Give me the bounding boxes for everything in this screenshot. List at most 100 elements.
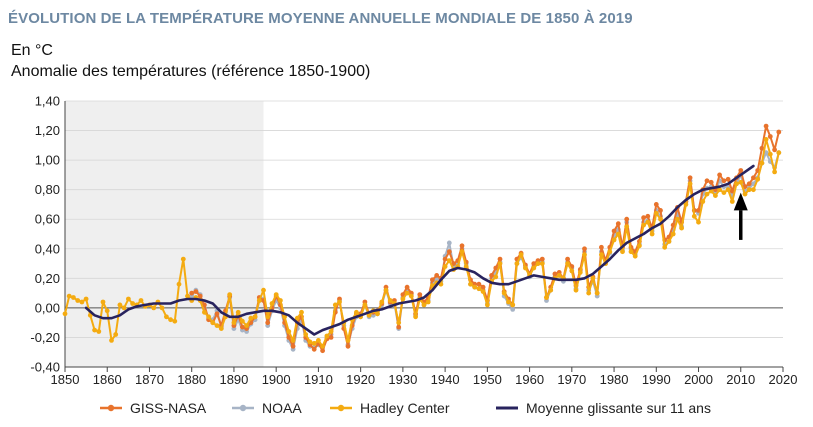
- data-point-hadley-center: [375, 311, 380, 317]
- data-point-hadley-center: [476, 286, 482, 292]
- data-point-hadley-center: [577, 270, 583, 275]
- data-point-giss-nasa: [446, 249, 452, 255]
- data-point-hadley-center: [713, 193, 718, 199]
- x-tick-label: 1890: [219, 372, 248, 387]
- data-point-hadley-center: [683, 202, 689, 207]
- data-point-hadley-center: [311, 341, 317, 346]
- data-point-hadley-center: [66, 293, 72, 299]
- data-point-hadley-center: [599, 252, 604, 258]
- data-point-hadley-center: [172, 318, 178, 324]
- data-point-hadley-center: [354, 309, 359, 315]
- data-point-hadley-center: [62, 311, 68, 317]
- data-point-hadley-center: [425, 299, 431, 305]
- data-point-hadley-center: [227, 292, 233, 297]
- data-point-hadley-center: [637, 243, 642, 249]
- legend-label: GISS-NASA: [130, 400, 207, 416]
- data-point-giss-nasa: [430, 277, 435, 283]
- data-point-hadley-center: [506, 299, 511, 305]
- data-point-giss-nasa: [531, 261, 537, 266]
- data-point-hadley-center: [117, 302, 123, 308]
- y-tick-label: 0,60: [35, 212, 60, 227]
- data-point-hadley-center: [746, 187, 752, 193]
- data-point-giss-nasa: [497, 256, 503, 262]
- x-tick-label: 1900: [262, 372, 291, 387]
- data-point-hadley-center: [721, 190, 727, 196]
- data-point-hadley-center: [442, 264, 448, 269]
- data-point-hadley-center: [159, 305, 165, 311]
- data-point-hadley-center: [725, 187, 731, 193]
- x-tick-label: 1930: [388, 372, 417, 387]
- data-point-hadley-center: [303, 332, 309, 337]
- data-point-giss-nasa: [476, 281, 482, 287]
- data-point-hadley-center: [113, 332, 119, 337]
- data-point-hadley-center: [408, 293, 414, 299]
- data-point-hadley-center: [202, 309, 207, 315]
- data-point-hadley-center: [269, 301, 275, 306]
- data-point-hadley-center: [468, 281, 473, 287]
- data-point-hadley-center: [400, 296, 406, 302]
- y-tick-label: 1,20: [35, 123, 60, 138]
- data-point-hadley-center: [615, 231, 621, 237]
- data-point-hadley-center: [691, 213, 697, 219]
- y-tick-label: 0,40: [35, 241, 60, 256]
- data-point-giss-nasa: [459, 243, 465, 249]
- data-point-giss-nasa: [776, 129, 782, 135]
- data-point-hadley-center: [620, 249, 625, 255]
- data-point-hadley-center: [413, 314, 418, 320]
- data-point-hadley-center: [320, 343, 325, 349]
- data-point-giss-nasa: [290, 343, 296, 349]
- data-point-giss-nasa: [772, 147, 777, 153]
- data-point-hadley-center: [582, 252, 587, 258]
- x-tick-label: 1940: [431, 372, 460, 387]
- data-point-giss-nasa: [645, 213, 651, 219]
- data-point-hadley-center: [738, 179, 744, 185]
- data-point-giss-nasa: [552, 271, 558, 277]
- data-point-hadley-center: [185, 293, 190, 299]
- data-point-giss-nasa: [345, 343, 351, 349]
- data-point-giss-nasa: [193, 289, 199, 294]
- x-tick-label: 2010: [726, 372, 755, 387]
- y-axis-label: Anomalie des températures (référence 185…: [11, 63, 371, 80]
- data-point-hadley-center: [628, 249, 634, 255]
- data-point-hadley-center: [700, 199, 706, 204]
- data-point-hadley-center: [404, 290, 410, 296]
- data-point-hadley-center: [569, 268, 575, 274]
- data-point-hadley-center: [379, 299, 385, 305]
- data-point-hadley-center: [218, 326, 224, 331]
- data-point-hadley-center: [100, 299, 106, 305]
- data-point-hadley-center: [240, 318, 245, 324]
- data-point-hadley-center: [332, 302, 338, 308]
- data-point-hadley-center: [79, 299, 85, 305]
- data-point-hadley-center: [763, 137, 769, 142]
- data-point-giss-nasa: [404, 284, 410, 290]
- data-point-hadley-center: [594, 290, 600, 296]
- x-tick-label: 1910: [304, 372, 333, 387]
- data-point-hadley-center: [130, 301, 136, 306]
- data-point-hadley-center: [734, 181, 739, 187]
- x-tick-label: 1860: [93, 372, 122, 387]
- data-point-giss-nasa: [311, 346, 317, 352]
- data-point-giss-nasa: [641, 215, 646, 221]
- data-point-hadley-center: [328, 329, 334, 334]
- data-point-giss-nasa: [624, 216, 630, 222]
- legend-label: Moyenne glissante sur 11 ans: [526, 400, 711, 416]
- data-point-hadley-center: [565, 261, 570, 266]
- data-point-hadley-center: [535, 261, 541, 266]
- data-point-giss-nasa: [189, 290, 195, 296]
- data-point-giss-nasa: [328, 335, 334, 340]
- data-point-giss-nasa: [582, 246, 587, 252]
- data-point-giss-nasa: [611, 228, 617, 234]
- x-tick-label: 1990: [642, 372, 671, 387]
- data-point-giss-nasa: [763, 123, 769, 129]
- data-point-giss-nasa: [687, 175, 693, 181]
- data-point-giss-nasa: [197, 293, 203, 299]
- data-point-hadley-center: [104, 308, 110, 314]
- data-point-hadley-center: [510, 302, 516, 308]
- data-point-giss-nasa: [725, 176, 731, 182]
- data-point-hadley-center: [662, 244, 668, 250]
- data-point-hadley-center: [421, 302, 427, 308]
- data-point-giss-nasa: [539, 256, 545, 262]
- data-point-hadley-center: [514, 261, 520, 266]
- data-point-hadley-center: [653, 210, 659, 216]
- data-point-hadley-center: [586, 290, 592, 296]
